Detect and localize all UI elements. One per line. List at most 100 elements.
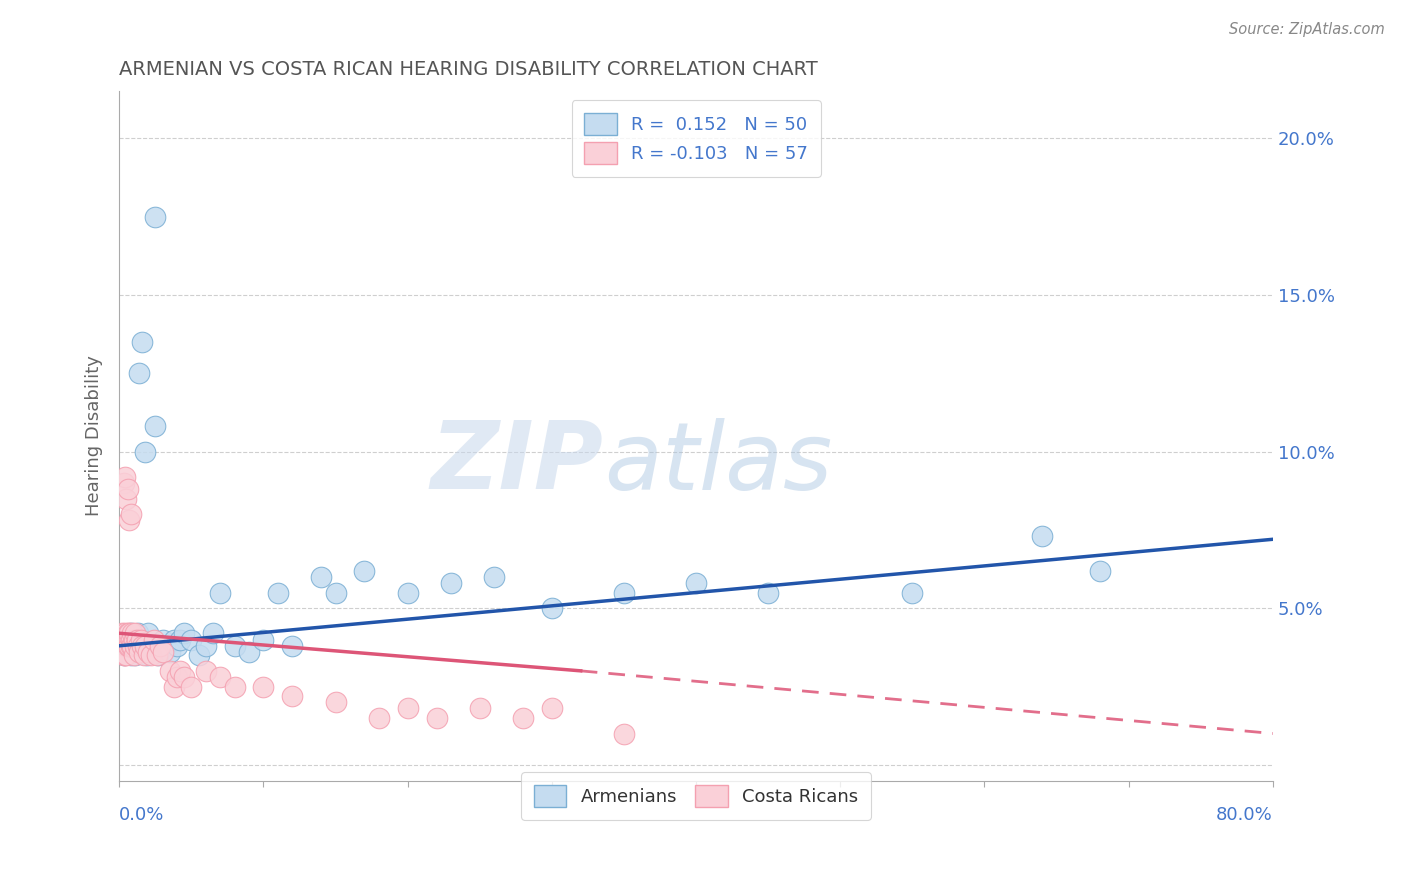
Point — [135, 648, 157, 663]
Point — [115, 639, 138, 653]
Point — [121, 639, 143, 653]
Point — [139, 639, 162, 653]
Point — [120, 639, 142, 653]
Point — [120, 632, 142, 647]
Point — [115, 491, 138, 506]
Point — [134, 639, 156, 653]
Point — [134, 444, 156, 458]
Point — [124, 639, 146, 653]
Point — [129, 632, 152, 647]
Point — [112, 632, 135, 647]
Point — [309, 570, 332, 584]
Point — [901, 585, 924, 599]
Point — [136, 645, 159, 659]
Point — [142, 632, 165, 647]
Text: Source: ZipAtlas.com: Source: ZipAtlas.com — [1229, 22, 1385, 37]
Point — [1031, 529, 1053, 543]
Point — [114, 626, 136, 640]
Point — [224, 680, 246, 694]
Point — [238, 645, 260, 659]
Point — [281, 639, 304, 653]
Point — [143, 419, 166, 434]
Point — [281, 689, 304, 703]
Point — [267, 585, 290, 599]
Point — [541, 601, 564, 615]
Point — [117, 639, 139, 653]
Point — [121, 626, 143, 640]
Point — [131, 334, 153, 349]
Point — [194, 664, 217, 678]
Point — [112, 648, 135, 663]
Point — [115, 632, 138, 647]
Text: ARMENIAN VS COSTA RICAN HEARING DISABILITY CORRELATION CHART: ARMENIAN VS COSTA RICAN HEARING DISABILI… — [120, 60, 818, 78]
Point — [139, 648, 162, 663]
Text: ZIP: ZIP — [430, 417, 603, 509]
Point — [325, 585, 347, 599]
Point — [613, 726, 636, 740]
Point — [125, 632, 148, 647]
Point — [166, 670, 188, 684]
Point — [541, 701, 564, 715]
Point — [155, 639, 177, 653]
Point — [209, 670, 232, 684]
Point — [115, 632, 138, 647]
Text: atlas: atlas — [603, 418, 832, 509]
Point — [111, 626, 134, 640]
Point — [396, 585, 419, 599]
Point — [148, 648, 170, 663]
Point — [121, 639, 143, 653]
Point — [118, 632, 141, 647]
Point — [169, 632, 191, 647]
Point — [120, 626, 142, 640]
Point — [173, 626, 195, 640]
Point — [122, 632, 145, 647]
Point — [124, 648, 146, 663]
Point — [128, 645, 150, 659]
Point — [252, 680, 274, 694]
Point — [122, 648, 145, 663]
Point — [163, 680, 186, 694]
Point — [117, 482, 139, 496]
Point — [131, 639, 153, 653]
Legend: Armenians, Costa Ricans: Armenians, Costa Ricans — [522, 772, 870, 820]
Point — [112, 639, 135, 653]
Text: 80.0%: 80.0% — [1216, 805, 1272, 823]
Point — [1088, 564, 1111, 578]
Point — [159, 664, 181, 678]
Point — [325, 695, 347, 709]
Point — [111, 639, 134, 653]
Point — [117, 639, 139, 653]
Point — [129, 632, 152, 647]
Point — [142, 645, 165, 659]
Point — [613, 585, 636, 599]
Point — [118, 513, 141, 527]
Y-axis label: Hearing Disability: Hearing Disability — [86, 355, 103, 516]
Point — [118, 626, 141, 640]
Point — [122, 632, 145, 647]
Point — [143, 210, 166, 224]
Point — [112, 475, 135, 490]
Point — [115, 648, 138, 663]
Point — [128, 366, 150, 380]
Point — [128, 645, 150, 659]
Point — [482, 570, 505, 584]
Point — [152, 632, 174, 647]
Point — [169, 664, 191, 678]
Point — [159, 645, 181, 659]
Point — [468, 701, 491, 715]
Point — [173, 670, 195, 684]
Point — [425, 711, 447, 725]
Point — [131, 639, 153, 653]
Point — [114, 648, 136, 663]
Point — [132, 648, 155, 663]
Point — [145, 648, 167, 663]
Point — [187, 648, 209, 663]
Point — [120, 648, 142, 663]
Text: 0.0%: 0.0% — [120, 805, 165, 823]
Point — [163, 632, 186, 647]
Point — [118, 639, 141, 653]
Point — [252, 632, 274, 647]
Point — [117, 626, 139, 640]
Point — [114, 469, 136, 483]
Point — [756, 585, 779, 599]
